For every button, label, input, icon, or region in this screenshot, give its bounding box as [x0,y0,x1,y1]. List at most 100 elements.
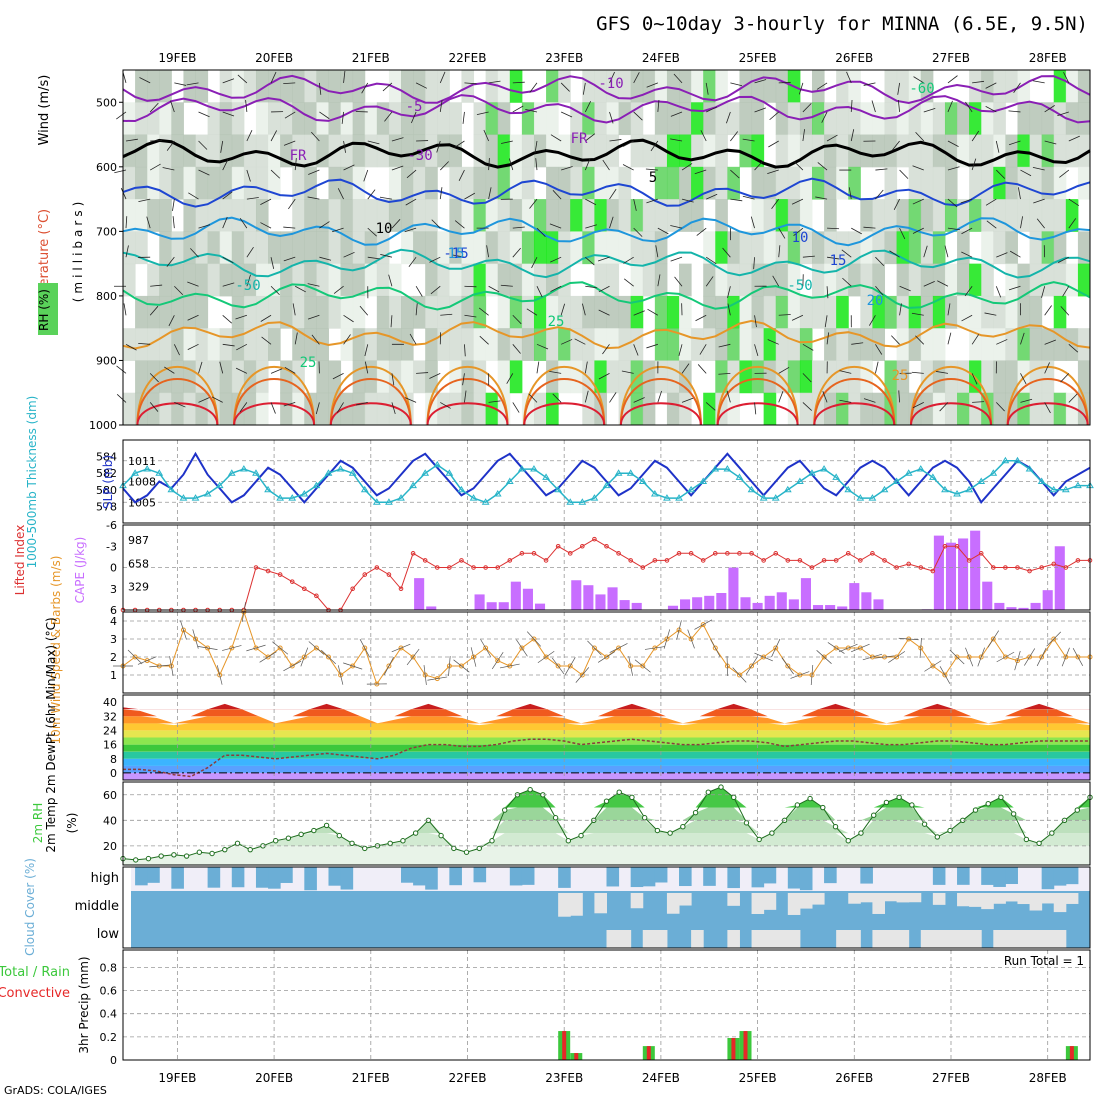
thickness-point [203,489,212,497]
wind-barb [283,140,296,146]
wind-speed-point [313,645,319,651]
rh-cell [231,199,245,232]
rh-cell [183,166,197,200]
wind-barb [367,140,380,145]
wind-barb [283,226,296,229]
wind-barb [848,187,852,200]
wind-barb [875,344,883,355]
lifted-point [386,572,392,577]
rh-cell [727,263,740,297]
wind-barb [730,131,739,142]
rh-cell [352,328,366,361]
wind-barb [582,303,586,316]
wind-barb [239,217,248,229]
wind-barb [364,361,369,374]
rh-band [123,787,1090,808]
cloud-low-clear [1041,930,1055,948]
rh-cell [533,263,547,297]
thickness-point [687,485,695,493]
wind-barb [754,315,757,328]
lifted-point [459,558,464,563]
rh-cell [413,360,426,394]
wind-barb [292,303,296,316]
wind-barb [871,100,876,113]
wind-barb [168,315,175,327]
rh-cell [836,166,849,200]
rh-cell [123,199,136,232]
rh-cell [231,134,245,168]
wind-barb [996,252,1008,258]
rh-cell [255,328,269,361]
precip-conv-bar [731,1038,736,1060]
date-label-top: 20FEB [255,51,293,65]
cloud-high-bar [1041,867,1055,890]
wind-barb-10m [491,652,504,670]
wind-barb [730,82,743,87]
cape-bar [583,585,594,610]
lifted-point [519,551,525,556]
rh-cell [437,70,450,103]
wind-barb [531,257,538,269]
wind-barb-10m [996,651,1015,663]
wind-barb [1068,135,1080,142]
rh-cell [727,392,740,426]
wind-barb [464,314,477,318]
rh-cell [1041,199,1055,232]
lifted-point [483,565,488,570]
rh-cell [848,166,861,200]
cloud-high-bar [703,867,716,886]
wind-barb [798,82,804,95]
rh-point [247,846,253,853]
rh-cell [123,328,136,361]
wind-barb [560,339,573,345]
wind-barb-10m [790,671,810,679]
rh-cell [364,231,378,265]
rh-cell [860,134,873,168]
wind-barb [319,82,322,95]
rh-cell [280,295,293,329]
rh-cell [969,263,982,297]
cloud-high-bar [787,867,801,889]
wind-barb [237,74,248,84]
rh-cell [425,295,438,329]
cape-bar [1042,590,1053,610]
wind-barb [512,314,522,325]
wind-barb [476,111,489,116]
wind-tick-label: 1 [110,669,117,682]
rh-cell [981,328,994,361]
rh-cell [824,166,837,200]
lifted-point [942,543,948,549]
rh-cell [654,166,668,200]
wind-barb [439,100,443,113]
wind-barb [488,80,501,84]
rh-cell [642,392,656,426]
wind-barb [947,303,951,316]
wind-barb [270,71,277,84]
rh-cell [1017,102,1031,136]
rh-cell [364,360,378,394]
rh-point [1074,807,1080,813]
lifted-point [1051,561,1057,567]
wind-barb [149,163,161,171]
rh-cell [1077,70,1091,103]
rh-cell [255,102,269,136]
rh-cell [231,295,245,329]
rh-cell [1053,134,1067,168]
rh-cell [932,263,946,297]
rh-cell [437,102,450,136]
rh-cell [268,70,281,103]
lifted-point [567,551,573,556]
wind-speed-point [217,672,223,678]
lifted-point [954,543,960,549]
wind-barb [657,274,661,287]
boundary-layer-isotherm [716,378,799,426]
wind-barb [188,192,199,200]
wind-barb [912,165,924,171]
thickness-point [227,469,236,476]
isotherm-label: 25 [892,368,909,384]
rh-point [133,857,139,863]
rh-cell [292,134,305,168]
cloud-high-bar [751,867,765,888]
wind-barb [246,129,253,142]
wind-speed-point [676,627,682,633]
